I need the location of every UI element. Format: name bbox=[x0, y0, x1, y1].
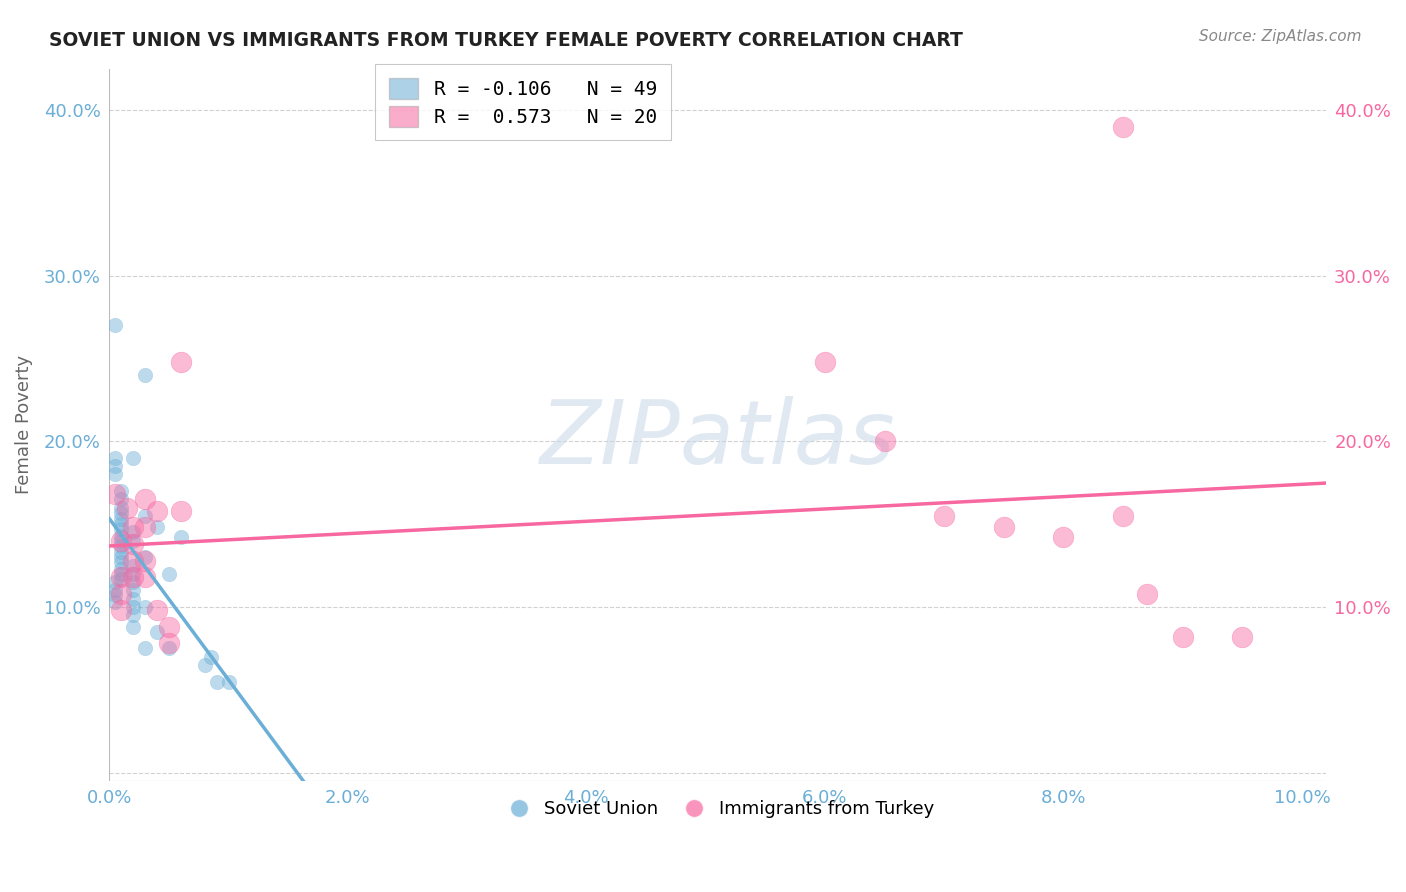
Point bbox=[110, 566, 132, 581]
Point bbox=[110, 572, 132, 586]
Point bbox=[110, 500, 132, 515]
Point bbox=[873, 434, 896, 449]
Point bbox=[146, 520, 169, 534]
Point bbox=[157, 636, 180, 650]
Point bbox=[157, 620, 180, 634]
Point bbox=[122, 591, 145, 606]
Point bbox=[122, 608, 145, 623]
Point bbox=[1136, 587, 1159, 601]
Point bbox=[110, 512, 132, 526]
Point bbox=[993, 520, 1015, 534]
Point bbox=[110, 555, 132, 569]
Point bbox=[115, 500, 138, 515]
Point bbox=[110, 506, 132, 520]
Point bbox=[134, 520, 156, 534]
Point bbox=[146, 603, 169, 617]
Point bbox=[110, 533, 132, 548]
Point bbox=[194, 658, 217, 673]
Point bbox=[157, 566, 180, 581]
Point bbox=[122, 520, 145, 534]
Point bbox=[110, 562, 132, 576]
Point bbox=[170, 355, 193, 369]
Y-axis label: Female Poverty: Female Poverty bbox=[15, 355, 32, 494]
Point bbox=[122, 583, 145, 598]
Point bbox=[104, 575, 127, 590]
Point bbox=[122, 600, 145, 615]
Point bbox=[157, 641, 180, 656]
Point bbox=[200, 649, 222, 664]
Point bbox=[110, 550, 132, 565]
Point bbox=[134, 368, 156, 382]
Point bbox=[122, 620, 145, 634]
Point bbox=[110, 603, 132, 617]
Point bbox=[1112, 508, 1135, 523]
Point bbox=[134, 508, 156, 523]
Point bbox=[104, 467, 127, 482]
Point bbox=[122, 570, 145, 584]
Text: ZIPatlas: ZIPatlas bbox=[540, 396, 896, 482]
Point bbox=[814, 355, 837, 369]
Legend: Soviet Union, Immigrants from Turkey: Soviet Union, Immigrants from Turkey bbox=[494, 793, 942, 825]
Point bbox=[134, 550, 156, 565]
Point bbox=[122, 558, 145, 573]
Point bbox=[134, 600, 156, 615]
Point bbox=[1171, 630, 1194, 644]
Point bbox=[110, 570, 132, 584]
Point bbox=[170, 504, 193, 518]
Point bbox=[122, 554, 145, 568]
Point bbox=[146, 504, 169, 518]
Point bbox=[122, 450, 145, 465]
Point bbox=[934, 508, 956, 523]
Point bbox=[110, 587, 132, 601]
Point bbox=[104, 583, 127, 598]
Point bbox=[122, 537, 145, 551]
Point bbox=[104, 589, 127, 603]
Point bbox=[134, 554, 156, 568]
Point bbox=[205, 674, 228, 689]
Point bbox=[104, 487, 127, 501]
Point bbox=[110, 517, 132, 532]
Point bbox=[1052, 530, 1074, 544]
Point bbox=[218, 674, 240, 689]
Point bbox=[110, 533, 132, 548]
Point bbox=[104, 318, 127, 333]
Point bbox=[110, 529, 132, 543]
Point bbox=[110, 522, 132, 536]
Point bbox=[134, 570, 156, 584]
Point bbox=[1232, 630, 1254, 644]
Point bbox=[122, 525, 145, 540]
Point bbox=[110, 545, 132, 559]
Point bbox=[104, 459, 127, 474]
Point bbox=[110, 539, 132, 553]
Point bbox=[122, 566, 145, 581]
Point bbox=[122, 575, 145, 590]
Text: Source: ZipAtlas.com: Source: ZipAtlas.com bbox=[1198, 29, 1361, 44]
Point bbox=[104, 595, 127, 609]
Point bbox=[134, 492, 156, 507]
Text: SOVIET UNION VS IMMIGRANTS FROM TURKEY FEMALE POVERTY CORRELATION CHART: SOVIET UNION VS IMMIGRANTS FROM TURKEY F… bbox=[49, 31, 963, 50]
Point bbox=[1112, 120, 1135, 134]
Point bbox=[110, 483, 132, 498]
Point bbox=[122, 533, 145, 548]
Point bbox=[110, 492, 132, 507]
Point bbox=[104, 450, 127, 465]
Point bbox=[134, 641, 156, 656]
Point bbox=[170, 530, 193, 544]
Point bbox=[146, 624, 169, 639]
